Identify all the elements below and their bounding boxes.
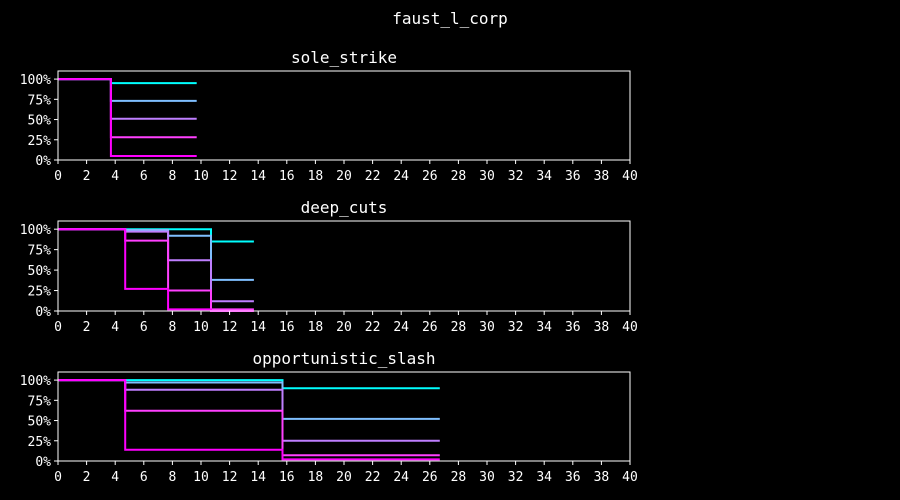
x-tick-label: 6 — [140, 320, 148, 335]
y-tick-label: 75% — [28, 244, 52, 259]
x-tick-label: 0 — [54, 470, 62, 485]
x-tick-label: 30 — [479, 169, 495, 184]
x-tick-label: 20 — [336, 320, 352, 335]
x-tick-label: 24 — [393, 470, 409, 485]
subplot-title: sole_strike — [291, 48, 397, 67]
x-tick-label: 34 — [536, 169, 552, 184]
x-tick-label: 30 — [479, 320, 495, 335]
series-line — [58, 228, 254, 281]
x-tick-label: 40 — [622, 320, 638, 335]
series-line — [58, 379, 440, 420]
series-line — [58, 379, 440, 457]
x-tick-label: 10 — [193, 470, 209, 485]
x-tick-label: 16 — [279, 169, 295, 184]
x-tick-label: 40 — [622, 470, 638, 485]
x-tick-label: 38 — [594, 320, 610, 335]
x-tick-label: 28 — [451, 320, 467, 335]
x-tick-label: 14 — [250, 169, 266, 184]
x-tick-label: 26 — [422, 320, 438, 335]
y-tick-label: 0% — [35, 154, 51, 169]
series-line — [58, 78, 197, 139]
x-tick-label: 26 — [422, 470, 438, 485]
x-tick-label: 8 — [168, 320, 176, 335]
x-tick-label: 32 — [508, 470, 524, 485]
x-tick-label: 2 — [83, 169, 91, 184]
y-tick-label: 50% — [28, 264, 52, 279]
y-tick-label: 25% — [28, 134, 52, 149]
x-tick-label: 12 — [222, 169, 238, 184]
subplot-title: opportunistic_slash — [252, 349, 435, 368]
x-tick-label: 12 — [222, 470, 238, 485]
series-line — [58, 78, 197, 157]
x-tick-label: 38 — [594, 169, 610, 184]
x-tick-label: 20 — [336, 470, 352, 485]
x-tick-label: 32 — [508, 320, 524, 335]
x-tick-label: 18 — [308, 169, 324, 184]
y-tick-label: 25% — [28, 285, 52, 300]
x-tick-label: 40 — [622, 169, 638, 184]
series-line — [58, 379, 440, 461]
x-tick-label: 34 — [536, 320, 552, 335]
y-tick-label: 75% — [28, 394, 52, 409]
x-tick-label: 14 — [250, 320, 266, 335]
x-tick-label: 18 — [308, 320, 324, 335]
x-tick-label: 4 — [111, 169, 119, 184]
x-tick-label: 36 — [565, 320, 581, 335]
y-tick-label: 50% — [28, 114, 52, 129]
y-tick-label: 0% — [35, 455, 51, 470]
x-tick-label: 16 — [279, 320, 295, 335]
y-tick-label: 0% — [35, 305, 51, 320]
series-line — [58, 379, 440, 390]
x-tick-label: 20 — [336, 169, 352, 184]
x-tick-label: 36 — [565, 470, 581, 485]
x-tick-label: 4 — [111, 320, 119, 335]
x-tick-label: 24 — [393, 169, 409, 184]
x-tick-label: 10 — [193, 169, 209, 184]
x-tick-label: 2 — [83, 320, 91, 335]
x-tick-label: 22 — [365, 470, 381, 485]
x-tick-label: 0 — [54, 169, 62, 184]
axes-frame — [57, 371, 631, 462]
x-tick-label: 24 — [393, 320, 409, 335]
x-tick-label: 10 — [193, 320, 209, 335]
y-tick-label: 100% — [20, 223, 51, 238]
x-tick-label: 30 — [479, 470, 495, 485]
x-tick-label: 28 — [451, 169, 467, 184]
x-tick-label: 38 — [594, 470, 610, 485]
x-tick-label: 22 — [365, 169, 381, 184]
axes-frame — [57, 220, 631, 312]
x-tick-label: 16 — [279, 470, 295, 485]
x-tick-label: 8 — [168, 470, 176, 485]
y-tick-label: 100% — [20, 374, 51, 389]
x-tick-label: 12 — [222, 320, 238, 335]
series-line — [58, 78, 197, 120]
x-tick-label: 32 — [508, 169, 524, 184]
x-tick-label: 22 — [365, 320, 381, 335]
x-tick-label: 8 — [168, 169, 176, 184]
y-tick-label: 25% — [28, 435, 52, 450]
x-tick-label: 2 — [83, 470, 91, 485]
x-tick-label: 6 — [140, 470, 148, 485]
axes-frame — [57, 70, 631, 161]
y-tick-label: 100% — [20, 73, 51, 88]
figure-title: faust_l_corp — [392, 9, 508, 28]
subplot-title: deep_cuts — [301, 198, 388, 217]
x-tick-label: 6 — [140, 169, 148, 184]
x-tick-label: 0 — [54, 320, 62, 335]
x-tick-label: 36 — [565, 169, 581, 184]
x-tick-label: 28 — [451, 470, 467, 485]
x-tick-label: 34 — [536, 470, 552, 485]
x-tick-label: 18 — [308, 470, 324, 485]
y-tick-label: 75% — [28, 93, 52, 108]
x-tick-label: 26 — [422, 169, 438, 184]
x-tick-label: 4 — [111, 470, 119, 485]
y-tick-label: 50% — [28, 415, 52, 430]
x-tick-label: 14 — [250, 470, 266, 485]
